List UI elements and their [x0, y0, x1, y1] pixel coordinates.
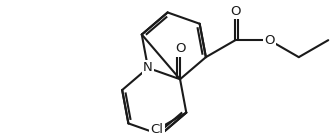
Text: O: O — [230, 5, 241, 18]
Text: O: O — [264, 34, 275, 47]
Text: Cl: Cl — [150, 123, 163, 136]
Text: O: O — [175, 42, 185, 55]
Text: N: N — [143, 61, 153, 74]
